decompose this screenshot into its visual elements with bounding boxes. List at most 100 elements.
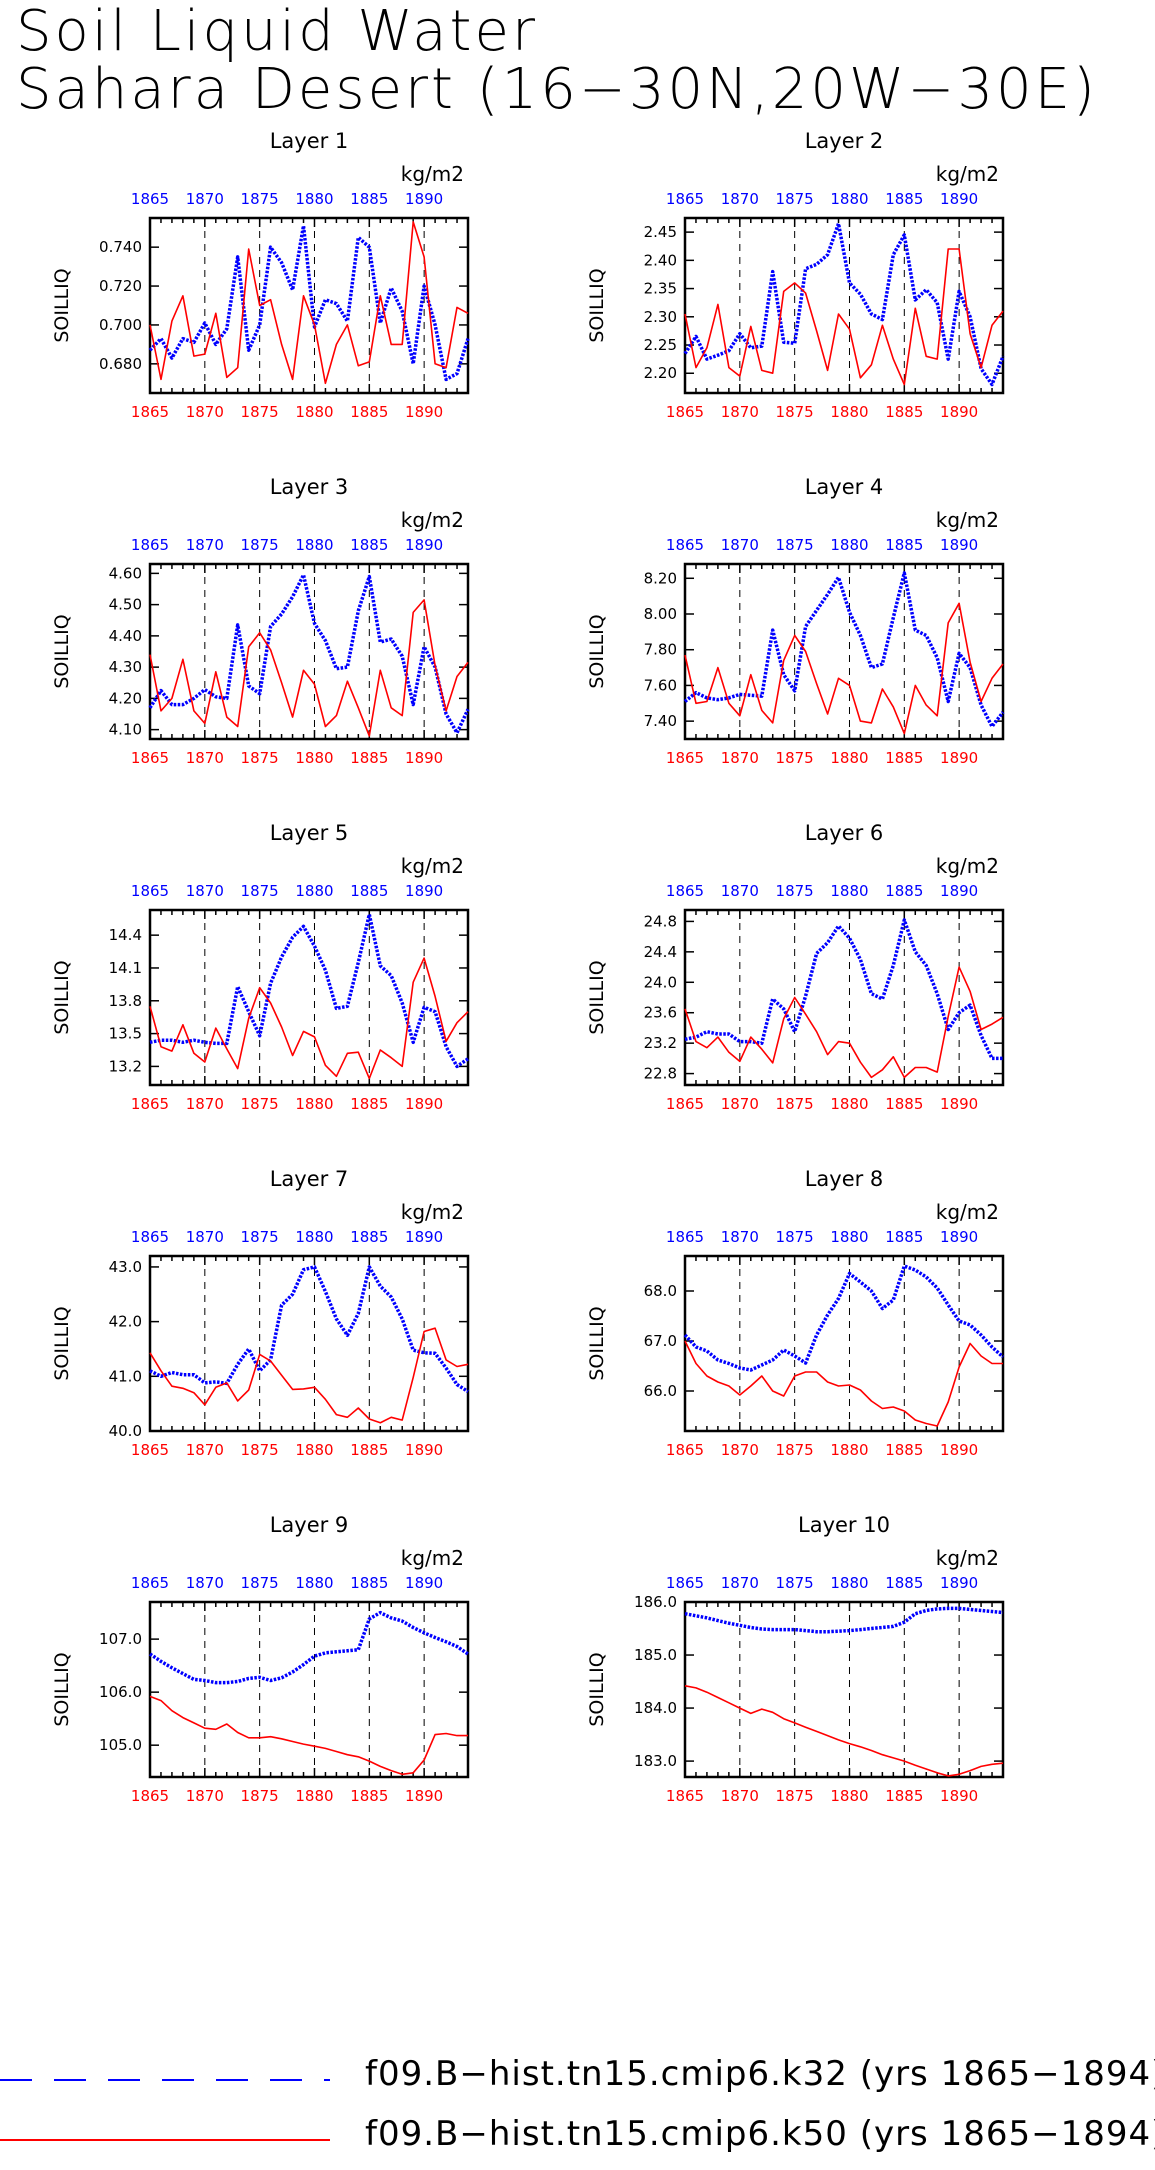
legend-label-k50: f09.B−hist.tn15.cmip6.k50 (yrs 1865−1894… <box>365 2114 1155 2154</box>
layer3-y-tick-label: 4.60 <box>109 564 142 582</box>
layer3-units-label: kg/m2 <box>401 508 464 532</box>
layer10-x-tick-label-top: 1870 <box>721 1574 759 1592</box>
layer2-y-tick-label: 2.35 <box>644 280 677 298</box>
layer3-panel-title: Layer 3 <box>270 475 349 499</box>
layer5-x-tick-label-top: 1885 <box>350 882 388 900</box>
layer4-y-tick-label: 7.80 <box>644 641 677 659</box>
layer6-x-tick-label-bottom: 1865 <box>666 1095 704 1113</box>
layer8-x-tick-label-bottom: 1870 <box>721 1441 759 1459</box>
layer8-y-tick-label: 68.0 <box>644 1282 677 1300</box>
layer6-x-tick-label-bottom: 1880 <box>830 1095 868 1113</box>
layer4-x-tick-label-top: 1880 <box>830 536 868 554</box>
layer6-y-tick-label: 23.2 <box>644 1034 677 1052</box>
layer3-y-tick-label: 4.10 <box>109 721 142 739</box>
layer1-x-tick-label-bottom: 1885 <box>350 403 388 421</box>
layer6-x-tick-label-top: 1875 <box>776 882 814 900</box>
layer5-x-tick-label-bottom: 1880 <box>295 1095 333 1113</box>
layer9-series-k32-line <box>149 1610 469 1685</box>
layer5-units-label: kg/m2 <box>401 854 464 878</box>
layer7-x-tick-label-bottom: 1865 <box>131 1441 169 1459</box>
layer8-x-tick-label-bottom: 1875 <box>776 1441 814 1459</box>
layer2-panel-title: Layer 2 <box>805 129 884 153</box>
layer9-x-tick-label-top: 1875 <box>241 1574 279 1592</box>
layer2-x-tick-label-bottom: 1870 <box>721 403 759 421</box>
layer3-x-tick-label-top: 1885 <box>350 536 388 554</box>
layer4-plot-frame <box>683 562 1005 741</box>
layer1-x-tick-label-bottom: 1865 <box>131 403 169 421</box>
layer2-x-tick-label-top: 1870 <box>721 190 759 208</box>
layer10-plot-frame <box>683 1600 1005 1779</box>
layer7-x-tick-label-bottom: 1875 <box>241 1441 279 1459</box>
layer1-plot-frame <box>148 216 470 395</box>
layer9-y-axis-label: SOILLIQ <box>51 1652 73 1726</box>
layer2-x-tick-label-bottom: 1880 <box>830 403 868 421</box>
layer4-x-tick-label-bottom: 1875 <box>776 749 814 767</box>
layer7-x-tick-label-bottom: 1885 <box>350 1441 388 1459</box>
layer8-x-tick-label-bottom: 1865 <box>666 1441 704 1459</box>
layer2-y-tick-label: 2.45 <box>644 223 677 241</box>
legend-line-k50 <box>0 2139 330 2141</box>
layer9-x-tick-label-top: 1870 <box>186 1574 224 1592</box>
layer2-x-tick-label-top: 1875 <box>776 190 814 208</box>
layer1-series-k50-line <box>149 221 469 385</box>
layer4-x-tick-label-bottom: 1885 <box>885 749 923 767</box>
layer2-series-k50-line <box>684 248 1004 386</box>
layer4-x-tick-label-top: 1870 <box>721 536 759 554</box>
layer9-units-label: kg/m2 <box>401 1546 464 1570</box>
layer4-x-tick-label-bottom: 1890 <box>940 749 978 767</box>
layer8-x-tick-label-top: 1870 <box>721 1228 759 1246</box>
layer2-x-tick-label-bottom: 1865 <box>666 403 704 421</box>
layer10-x-tick-label-top: 1885 <box>885 1574 923 1592</box>
layer4-y-tick-label: 7.40 <box>644 712 677 730</box>
layer4-y-tick-label: 8.00 <box>644 605 677 623</box>
layer9-y-tick-label: 107.0 <box>99 1630 142 1648</box>
layer3-y-axis-label: SOILLIQ <box>51 614 73 688</box>
layer5-y-tick-label: 14.4 <box>109 926 142 944</box>
layer4-units-label: kg/m2 <box>936 508 999 532</box>
layer4-series-k50-line <box>684 602 1004 735</box>
layer5-plot-frame <box>148 908 470 1087</box>
layer3-x-tick-label-bottom: 1865 <box>131 749 169 767</box>
layer6-x-tick-label-top: 1865 <box>666 882 704 900</box>
layer2-y-tick-label: 2.30 <box>644 308 677 326</box>
layer8-x-tick-label-top: 1885 <box>885 1228 923 1246</box>
layer3-plot-frame <box>148 562 470 741</box>
layer3-y-tick-label: 4.30 <box>109 658 142 676</box>
layer7-y-tick-label: 43.0 <box>109 1258 142 1276</box>
layer7-x-tick-label-bottom: 1880 <box>295 1441 333 1459</box>
layer8-x-tick-label-bottom: 1880 <box>830 1441 868 1459</box>
layer9-x-tick-label-bottom: 1880 <box>295 1787 333 1805</box>
layer7-x-tick-label-top: 1865 <box>131 1228 169 1246</box>
layer7-x-tick-label-top: 1880 <box>295 1228 333 1246</box>
layer3-x-tick-label-top: 1880 <box>295 536 333 554</box>
layer6-units-label: kg/m2 <box>936 854 999 878</box>
layer7-plot-frame <box>148 1254 470 1433</box>
layer9-x-tick-label-bottom: 1885 <box>350 1787 388 1805</box>
layer8-units-label: kg/m2 <box>936 1200 999 1224</box>
layer6-series-k50-line <box>684 966 1004 1079</box>
layer3-x-tick-label-bottom: 1885 <box>350 749 388 767</box>
layer8-y-tick-label: 67.0 <box>644 1332 677 1350</box>
layer8-panel-title: Layer 8 <box>805 1167 884 1191</box>
layer6-y-tick-label: 23.6 <box>644 1004 677 1022</box>
layer1-x-tick-label-bottom: 1890 <box>405 403 443 421</box>
layer3-x-tick-label-bottom: 1880 <box>295 749 333 767</box>
layer1-series-k32-line <box>148 224 470 382</box>
layer5-x-tick-label-top: 1880 <box>295 882 333 900</box>
layer6-y-tick-label: 24.0 <box>644 973 677 991</box>
layer9-x-tick-label-bottom: 1875 <box>241 1787 279 1805</box>
layer4-x-tick-label-top: 1885 <box>885 536 923 554</box>
layer2-series-k32-line <box>683 221 1005 387</box>
layer6-y-tick-label: 22.8 <box>644 1065 677 1083</box>
layer7-x-tick-label-top: 1885 <box>350 1228 388 1246</box>
layer8-x-tick-label-top: 1875 <box>776 1228 814 1246</box>
layer4-y-axis-label: SOILLIQ <box>586 614 608 688</box>
layer2-x-tick-label-bottom: 1885 <box>885 403 923 421</box>
layer7-x-tick-label-bottom: 1890 <box>405 1441 443 1459</box>
layer1-panel-title: Layer 1 <box>270 129 349 153</box>
layer8-y-axis-label: SOILLIQ <box>586 1306 608 1380</box>
layer6-x-tick-label-top: 1870 <box>721 882 759 900</box>
layer8-series-k32-line <box>683 1264 1005 1372</box>
layer3-x-tick-label-bottom: 1875 <box>241 749 279 767</box>
layer5-x-tick-label-bottom: 1885 <box>350 1095 388 1113</box>
